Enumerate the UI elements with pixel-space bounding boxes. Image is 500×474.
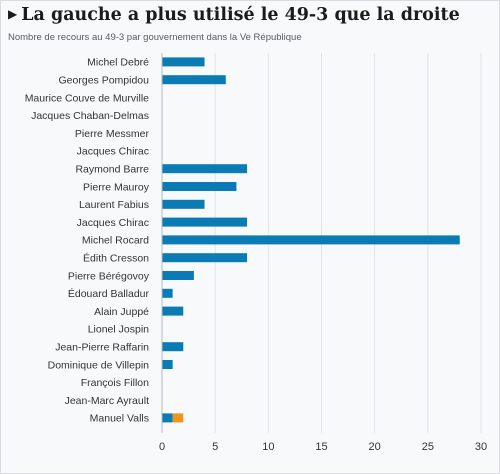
bar — [162, 164, 248, 174]
chart-title-text: La gauche a plus utilisé le 49-3 que la … — [21, 5, 460, 25]
category-label: Jean-Pierre Raffarin — [55, 342, 149, 354]
chart-subtitle: Nombre de recours au 49-3 par gouverneme… — [8, 32, 302, 43]
bar — [172, 413, 184, 423]
bar — [162, 217, 248, 227]
bar — [162, 75, 226, 85]
category-label: Pierre Mauroy — [83, 181, 150, 193]
category-label: Jacques Chirac — [77, 217, 149, 229]
category-label: Maurice Couve de Murville — [25, 92, 149, 104]
category-label: Jacques Chirac — [77, 146, 149, 158]
category-label: Jean-Marc Ayrault — [65, 395, 150, 407]
category-label: Manuel Valls — [90, 413, 149, 425]
bar — [162, 199, 205, 209]
bar — [162, 271, 194, 280]
x-tick-label: 30 — [475, 441, 487, 453]
category-label: Georges Pompidou — [59, 75, 150, 87]
category-label: Jacques Chaban-Delmas — [31, 110, 149, 122]
bar — [162, 413, 173, 423]
bar — [162, 235, 460, 245]
category-label: Édouard Balladur — [68, 287, 150, 300]
category-label: Édith Cresson — [83, 252, 149, 265]
category-label: Michel Debré — [87, 57, 149, 69]
category-label: Lionel Jospin — [88, 324, 149, 336]
bar — [162, 288, 173, 298]
x-tick-label: 5 — [212, 441, 218, 453]
bar — [162, 306, 184, 316]
triangle-right-icon: ▶ — [8, 7, 18, 21]
category-label: Michel Rocard — [82, 235, 149, 247]
chart-title: ▶ La gauche a plus utilisé le 49-3 que la… — [8, 5, 460, 25]
category-label: Raymond Barre — [75, 164, 149, 176]
category-label: Pierre Bérégovoy — [68, 270, 150, 282]
x-tick-label: 25 — [422, 441, 434, 453]
bar — [162, 342, 184, 352]
x-tick-label: 0 — [159, 441, 165, 453]
x-tick-label: 10 — [262, 441, 274, 453]
category-label: Pierre Messmer — [75, 128, 150, 140]
bar — [162, 57, 205, 67]
bar — [162, 253, 248, 263]
bar — [162, 182, 237, 191]
bar — [162, 360, 173, 369]
category-label: François Fillon — [81, 377, 149, 389]
category-label: Alain Juppé — [94, 306, 149, 318]
category-label: Dominique de Villepin — [48, 359, 150, 371]
category-label: Laurent Fabius — [79, 199, 149, 211]
x-tick-label: 20 — [369, 441, 381, 453]
x-tick-label: 15 — [315, 441, 327, 453]
